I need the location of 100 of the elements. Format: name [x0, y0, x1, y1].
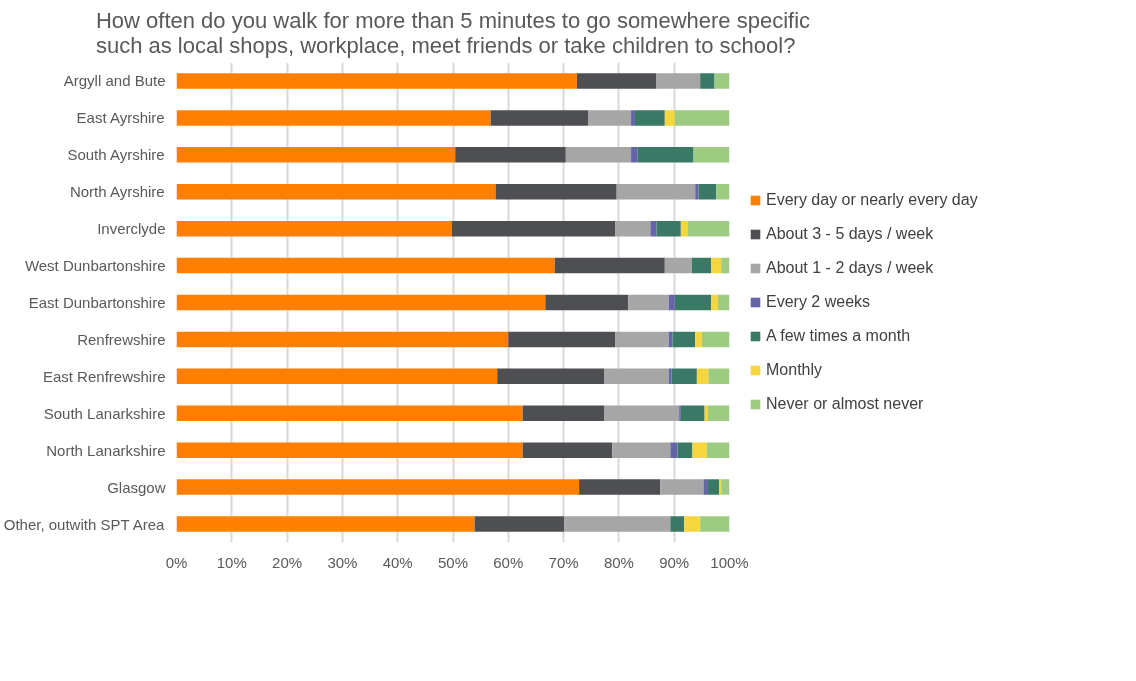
bar	[656, 73, 701, 89]
bar	[707, 405, 730, 422]
x-tick-label: 10%	[216, 553, 247, 571]
bar	[455, 147, 566, 163]
bar	[176, 479, 580, 495]
bar	[628, 294, 669, 311]
bar	[692, 442, 707, 458]
bar	[565, 147, 632, 163]
bar	[703, 479, 708, 495]
bar	[696, 368, 709, 385]
bar	[698, 183, 717, 200]
bar	[604, 368, 669, 385]
bar	[687, 220, 730, 237]
bar	[508, 331, 616, 348]
bar	[674, 110, 730, 126]
bar	[660, 479, 704, 495]
bar	[695, 183, 699, 200]
bar	[695, 331, 702, 348]
bar	[522, 442, 613, 458]
legend-label: Every day or nearly every day	[766, 191, 978, 209]
legend-label: A few times a month	[766, 327, 911, 345]
bar	[588, 110, 632, 126]
bar	[716, 183, 730, 200]
bar	[554, 257, 665, 274]
x-tick-label: 100%	[710, 553, 749, 571]
bar	[579, 479, 661, 495]
bar	[615, 220, 651, 237]
bar	[176, 220, 452, 237]
bar	[631, 147, 638, 163]
legend-label: About 3 - 5 days / week	[766, 225, 934, 243]
x-tick-label: 80%	[603, 553, 634, 571]
bar	[701, 331, 730, 348]
bar	[721, 479, 730, 495]
legend-label: Every 2 weeks	[766, 293, 871, 311]
x-tick-label: 40%	[382, 553, 413, 571]
bar	[717, 294, 730, 311]
y-tick-label: Other, outwith SPT Area	[3, 515, 166, 533]
legend-label: About 1 - 2 days / week	[766, 259, 934, 277]
bar	[700, 73, 715, 89]
bar	[707, 479, 719, 495]
bar	[714, 73, 730, 89]
bar	[612, 442, 671, 458]
bar	[497, 368, 605, 385]
bar	[490, 110, 589, 126]
y-tick-label: North Ayrshire	[69, 183, 165, 201]
bar	[545, 294, 629, 311]
bar	[718, 479, 722, 495]
bar	[637, 147, 694, 163]
y-tick-label: Inverclyde	[97, 220, 166, 238]
bar	[677, 442, 693, 458]
y-tick-label: Renfrewshire	[77, 330, 166, 348]
bar	[672, 331, 696, 348]
bar	[650, 220, 657, 237]
bar	[176, 73, 577, 89]
bar	[176, 183, 496, 200]
bar	[708, 368, 730, 385]
y-tick-label: Glasgow	[107, 478, 166, 496]
bar	[684, 516, 701, 532]
bar	[711, 257, 722, 274]
y-tick-label: East Renfrewshire	[42, 367, 166, 385]
bar	[634, 110, 665, 126]
bar	[693, 147, 730, 163]
bar	[176, 516, 475, 532]
bar	[680, 405, 705, 422]
bar	[604, 405, 680, 422]
bar	[176, 331, 509, 348]
bar	[668, 294, 675, 311]
bar	[664, 257, 692, 274]
bar	[615, 331, 669, 348]
bar	[706, 442, 730, 458]
bar	[670, 442, 678, 458]
bar	[474, 516, 565, 532]
bar	[691, 257, 712, 274]
bar	[664, 110, 675, 126]
bar	[631, 110, 635, 126]
bar	[176, 110, 491, 126]
bar	[176, 442, 523, 458]
x-tick-label: 30%	[327, 553, 358, 571]
bar	[176, 368, 498, 385]
bar	[721, 257, 730, 274]
x-tick-label: 0%	[165, 553, 188, 571]
y-tick-label: East Ayrshire	[76, 109, 165, 127]
bar	[564, 516, 671, 532]
bar	[495, 183, 617, 200]
legend-label: Monthly	[766, 361, 823, 379]
y-tick-label: Argyll and Bute	[63, 72, 166, 90]
bar	[671, 368, 697, 385]
bar	[522, 405, 605, 422]
bar	[176, 257, 555, 274]
bar	[711, 294, 718, 311]
y-tick-label: East Dunbartonshire	[28, 294, 166, 311]
bar	[176, 294, 546, 311]
bar	[670, 516, 685, 532]
x-tick-label: 90%	[659, 553, 690, 571]
bar	[616, 183, 696, 200]
bar	[176, 147, 456, 163]
legend-label: Never or almost never	[766, 395, 924, 413]
bar	[700, 516, 730, 532]
bar	[176, 405, 523, 422]
bar	[656, 220, 681, 237]
